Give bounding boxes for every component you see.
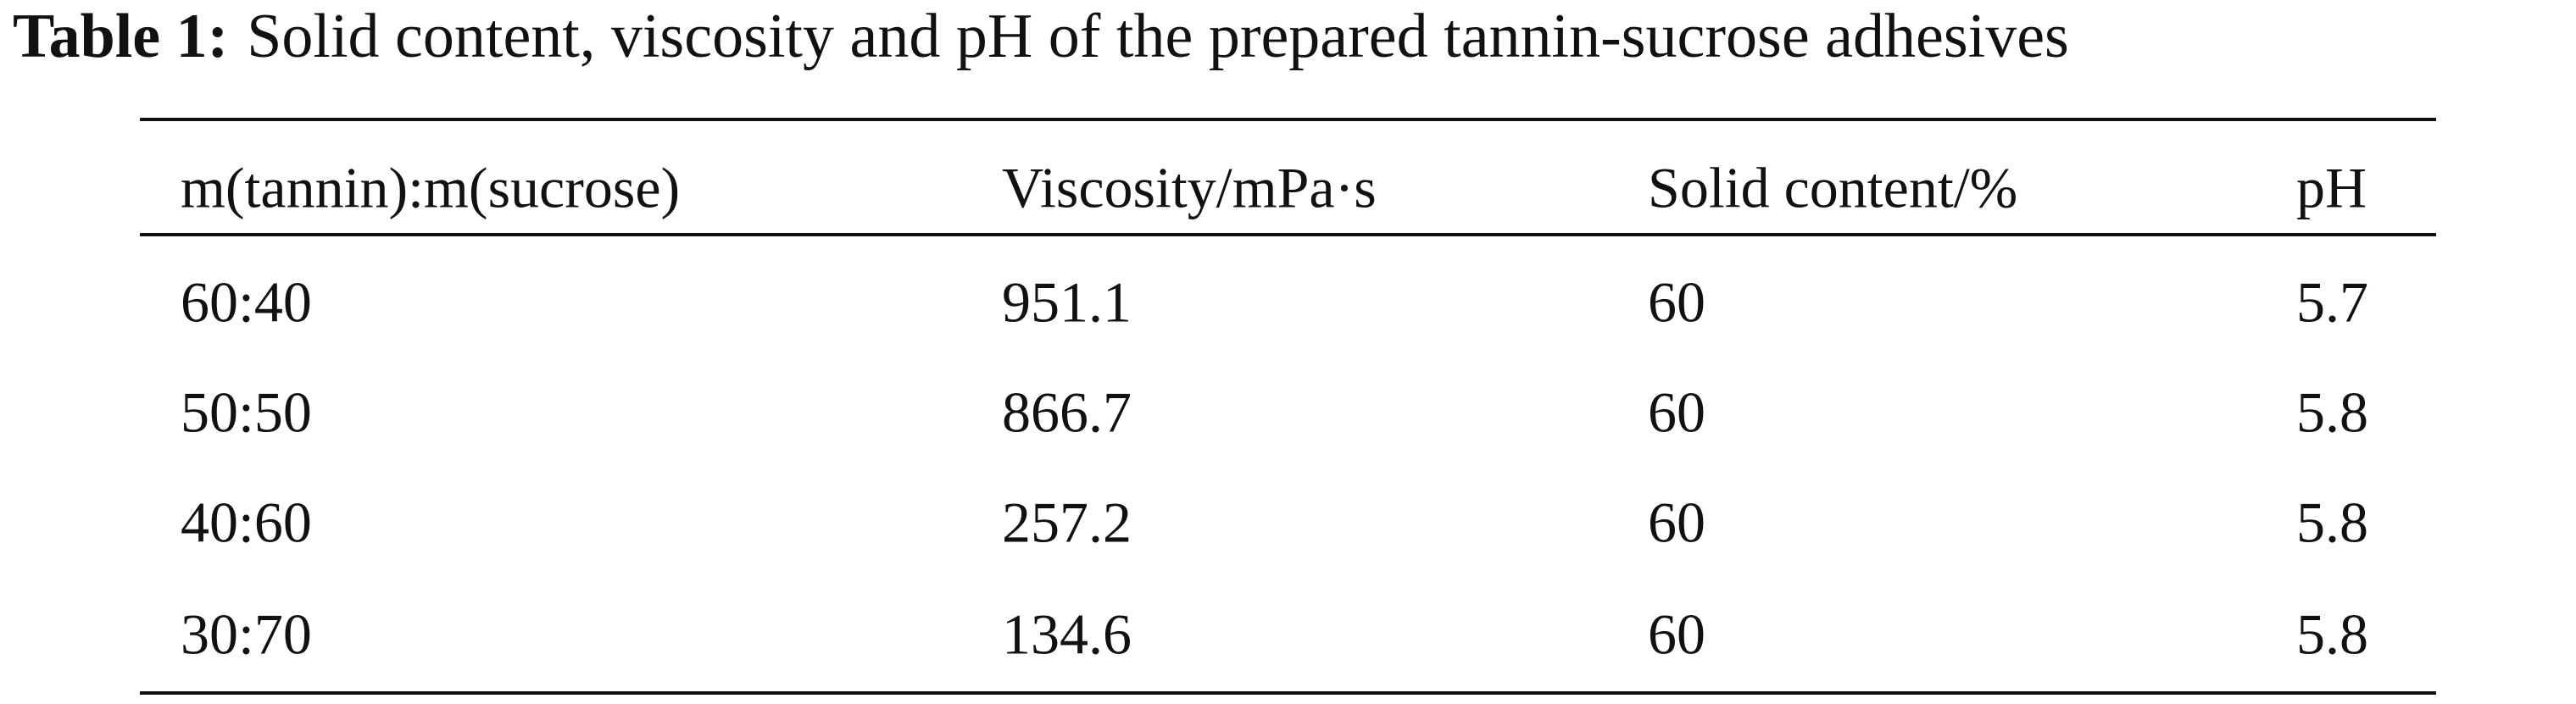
table-cell: 40:60	[181, 491, 312, 555]
table-cell: 30:70	[181, 602, 312, 667]
table-caption: Table 1: Solid content, viscosity and pH …	[13, 2, 2069, 71]
table-cell: 60:40	[181, 270, 312, 335]
header-cell: pH	[2296, 156, 2367, 220]
table-cell: 5.8	[2296, 380, 2368, 445]
table-cell: 134.6	[1002, 602, 1132, 667]
table-title: Solid content, viscosity and pH of the p…	[247, 2, 2069, 71]
table-cell: 50:50	[181, 380, 312, 445]
table-cell: 257.2	[1002, 491, 1132, 555]
table-cell: 5.7	[2296, 270, 2368, 335]
header-cell: Viscosity/mPa·s	[1002, 156, 1377, 220]
table-body: m(tannin):m(sucrose) Viscosity/mPa·s Solid…	[181, 156, 2368, 667]
table-cell: 951.1	[1002, 270, 1132, 335]
table-cell: 5.8	[2296, 491, 2368, 555]
table-cell: 60	[1648, 491, 1705, 555]
header-cell: Solid content/%	[1648, 156, 2017, 220]
table-label: Table 1:	[13, 2, 228, 71]
table-cell: 866.7	[1002, 380, 1132, 445]
table-cell: 5.8	[2296, 602, 2368, 667]
table-cell: 60	[1648, 380, 1705, 445]
table-cell: 60	[1648, 602, 1705, 667]
header-cell: m(tannin):m(sucrose)	[181, 156, 680, 220]
table-cell: 60	[1648, 270, 1705, 335]
